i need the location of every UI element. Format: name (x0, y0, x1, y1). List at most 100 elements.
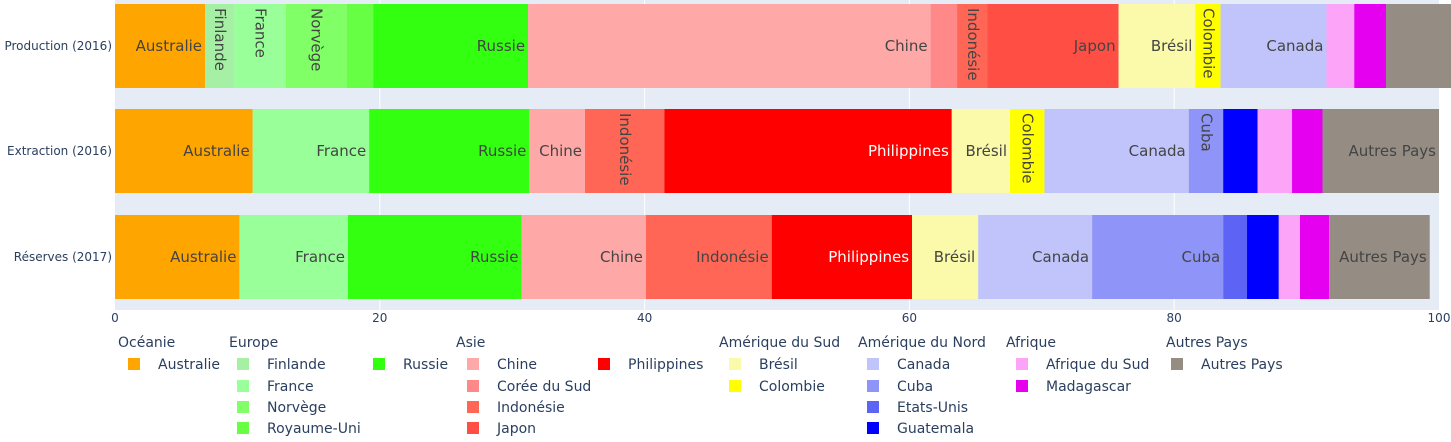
legend-item-france[interactable]: France (237, 379, 314, 395)
x-tick-label: 20 (372, 311, 387, 325)
legend-group-title: Amérique du Nord (858, 335, 986, 351)
legend-item-bresil[interactable]: Brésil (729, 357, 798, 373)
legend-swatch (237, 401, 249, 413)
bar-segment-madagascar[interactable]: Madagascar: 2.4 (1354, 4, 1387, 88)
legend-item-afrique-du-sud[interactable]: Afrique du Sud (1016, 357, 1149, 373)
bar-segment-france[interactable]: France: 8.8 (252, 109, 370, 193)
bar-segment-cuba[interactable]: Cuba: 9.9 (1092, 215, 1224, 299)
bar-segment-etats-unis[interactable]: Etats-Unis: 1.8 (1223, 215, 1248, 299)
bar-segment-australie[interactable]: Australie: 10.4 (115, 109, 253, 193)
bar-segment-afrique-du-sud[interactable]: Afrique du Sud: 1.6 (1278, 215, 1300, 299)
bar-segment-japon[interactable]: Japon: 9.9 (987, 4, 1119, 88)
bar-segment-russie[interactable]: Russie: 12.1 (369, 109, 530, 193)
bar-segment-australie[interactable]: Australie: 6.8 (115, 4, 206, 88)
legend-item-coree-du-sud[interactable]: Corée du Sud (467, 379, 591, 395)
legend-group-title: Europe (229, 335, 278, 351)
bar-segment-indonesie[interactable]: Indonésie: 2.3 (957, 4, 988, 88)
legend-group-oceanie: Océanie Australie (118, 335, 220, 373)
legend-item-philippines[interactable]: Philippines (598, 357, 703, 373)
legend-swatch (1016, 380, 1028, 392)
bar-segment-madagascar[interactable]: Madagascar: 2.3 (1292, 109, 1323, 193)
legend-group-europe: Europe Finlande France Norvège Royaume-Uni Ru… (229, 335, 448, 437)
bar-segment-france[interactable]: France: 3.9 (234, 4, 286, 88)
legend-item-etats-unis[interactable]: Etats-Unis (867, 400, 968, 416)
bar-segment-canada[interactable]: Canada: 10.9 (1044, 109, 1189, 193)
legend-item-australie[interactable]: Australie (128, 357, 220, 373)
legend-item-canada[interactable]: Canada (867, 357, 950, 373)
bar-segment-colombie[interactable]: Colombie: 1.9 (1195, 4, 1221, 88)
bar-segment-guatemala[interactable]: Guatemala: 2.4 (1247, 215, 1279, 299)
bar-label-finlande: Finlande (211, 8, 229, 71)
bar-segment-bresil[interactable]: Brésil: 4.4 (951, 109, 1011, 193)
bar-segment-indonesie[interactable]: Indonésie: 6 (585, 109, 665, 193)
bar-segment-norvege[interactable]: Norvège: 4.6 (285, 4, 347, 88)
bar-label-chine: Chine (885, 37, 928, 55)
bar-segment-chine[interactable]: Chine: 4.2 (529, 109, 586, 193)
bar-segment-chine[interactable]: Chine: 30.4 (528, 4, 931, 88)
legend-label: Guatemala (897, 421, 974, 437)
bar-label-indonesie: Indonésie (964, 8, 982, 81)
legend-item-royaume-uni[interactable]: Royaume-Uni (237, 421, 361, 437)
bar-label-australie: Australie (170, 248, 236, 266)
legend-item-norvege[interactable]: Norvège (237, 400, 326, 416)
legend-group-title: Afrique (1006, 335, 1056, 351)
bar-label-chine: Chine (539, 142, 582, 160)
bar-segment-afrique-du-sud[interactable]: Afrique du Sud: 2.6 (1257, 109, 1293, 193)
bar-segment-chine[interactable]: Chine: 9.4 (521, 215, 646, 299)
bar-segment-philippines[interactable]: Philippines: 10.6 (771, 215, 913, 299)
bar-segment-coree-du-sud[interactable]: Corée du Sud: 2 (930, 4, 958, 88)
legend-item-russie[interactable]: Russie (373, 357, 448, 373)
bar-label-france: France (316, 142, 366, 160)
legend-item-madagascar[interactable]: Madagascar (1016, 379, 1131, 395)
bar-segment-bresil[interactable]: Brésil: 5.8 (1118, 4, 1196, 88)
x-tick-label: 80 (1167, 311, 1182, 325)
bar-label-colombie: Colombie (1199, 8, 1217, 79)
bar-segment-france[interactable]: France: 8.2 (239, 215, 349, 299)
bar-segment-autres-pays[interactable]: Autres Pays: 6.1 (1386, 4, 1451, 88)
bar-label-norvege: Norvège (308, 8, 326, 71)
bar-segment-bresil[interactable]: Brésil: 5 (912, 215, 979, 299)
y-tick-label: Extraction (2016) (7, 144, 112, 158)
bar-label-colombie: Colombie (1019, 113, 1037, 184)
x-tick-label: 40 (637, 311, 652, 325)
bar-segment-afrique-du-sud[interactable]: Afrique du Sud: 2.1 (1326, 4, 1355, 88)
legend-item-cuba[interactable]: Cuba (867, 379, 933, 395)
bar-segment-australie[interactable]: Australie: 9.4 (115, 215, 240, 299)
bar-label-france: France (295, 248, 345, 266)
legend-item-colombie[interactable]: Colombie (729, 379, 825, 395)
legend-label: Finlande (267, 357, 326, 373)
legend-swatch (598, 358, 610, 370)
bar-segment-russie[interactable]: Russie: 11.7 (373, 4, 529, 88)
legend-label: Russie (403, 357, 448, 373)
legend-group-asie: Asie Chine Corée du Sud Indonésie Japon Phili… (456, 335, 703, 437)
legend-group-title: Océanie (118, 335, 175, 351)
legend-item-japon[interactable]: Japon (467, 421, 536, 437)
legend-label: Chine (497, 357, 537, 373)
bar-segment-autres-pays[interactable]: Autres Pays: 7.6 (1329, 215, 1430, 299)
bar-segment-colombie[interactable]: Colombie: 2.6 (1010, 109, 1045, 193)
bar-segment-madagascar[interactable]: Madagascar: 2.2 (1299, 215, 1330, 299)
legend-item-finlande[interactable]: Finlande (237, 357, 326, 373)
legend-item-chine[interactable]: Chine (467, 357, 537, 373)
bar-segment-philippines[interactable]: Philippines: 21.7 (664, 109, 952, 193)
bar-segment-finlande[interactable]: Finlande: 2.2 (205, 4, 235, 88)
bar-segment-indonesie[interactable]: Indonésie: 9.5 (645, 215, 772, 299)
legend-swatch (867, 358, 879, 370)
legend-item-autres-pays[interactable]: Autres Pays (1171, 357, 1283, 373)
bar-segment-autres-pays[interactable]: Autres Pays: 8.8 (1322, 109, 1439, 193)
legend-item-guatemala[interactable]: Guatemala (867, 421, 974, 437)
bar-segment-royaume-uni[interactable]: Royaume-Uni: 2 (346, 4, 374, 88)
bar-label-chine: Chine (600, 248, 643, 266)
bar-segment-canada[interactable]: Canada: 8.6 (978, 215, 1093, 299)
legend-swatch (867, 380, 879, 392)
bar-segment-guatemala[interactable]: Guatemala: 2.6 (1223, 109, 1258, 193)
legend-swatch (1016, 358, 1028, 370)
bar-segment-russie[interactable]: Russie: 13.1 (348, 215, 522, 299)
x-tick-label: 100 (1428, 311, 1451, 325)
legend-swatch (1171, 358, 1183, 370)
legend-item-indonesie[interactable]: Indonésie (467, 400, 565, 416)
bar-segment-cuba[interactable]: Cuba: 2.6 (1188, 109, 1224, 193)
bar-label-bresil: Brésil (1151, 37, 1193, 55)
bar-segment-canada[interactable]: Canada: 8 (1220, 4, 1327, 88)
